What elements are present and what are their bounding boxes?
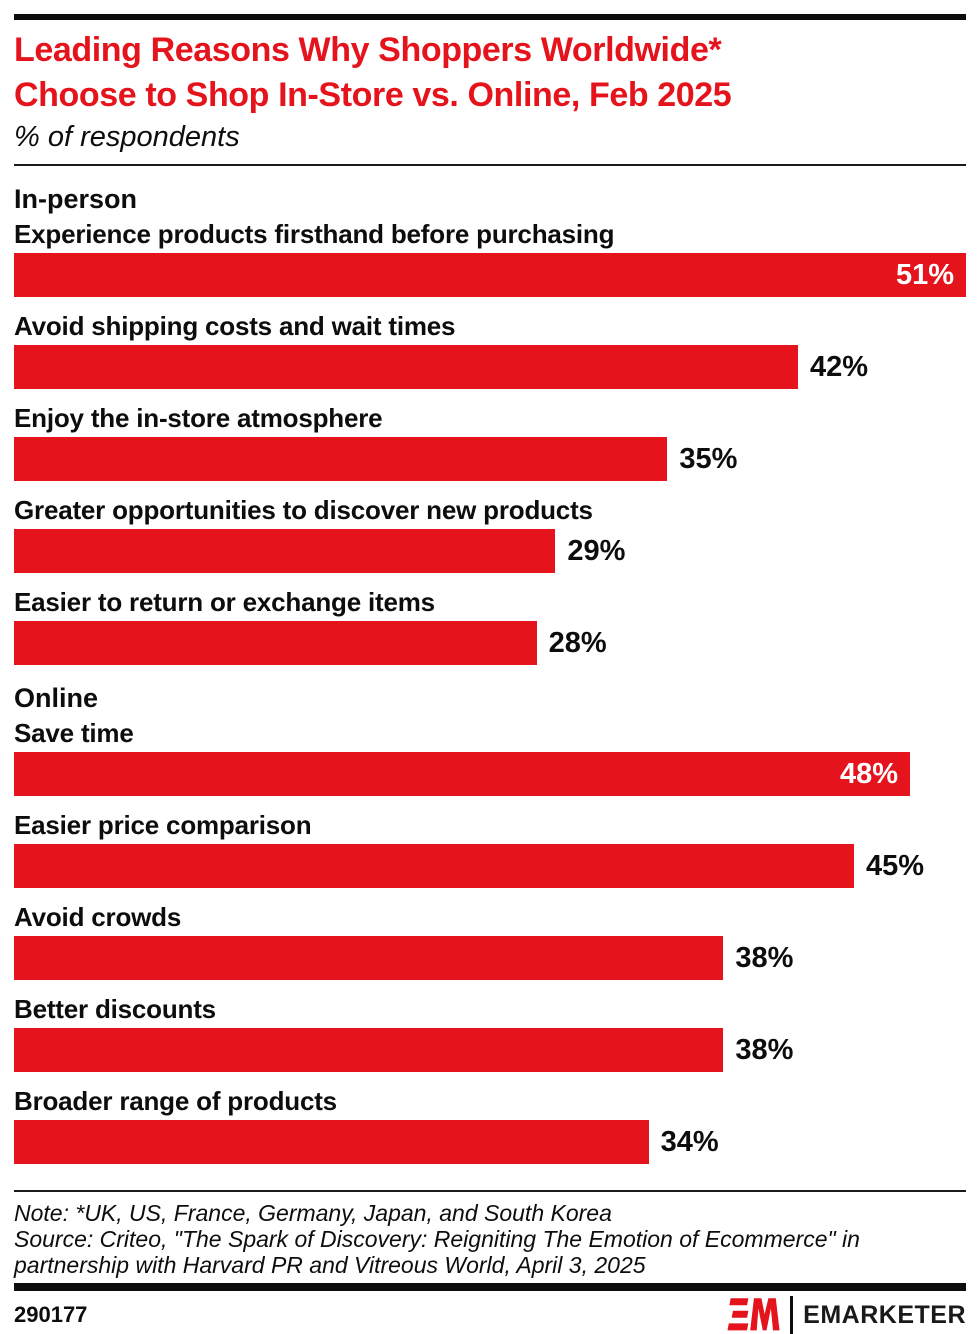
bar-category-label: Better discounts — [14, 994, 216, 1024]
bottom-rule — [14, 1283, 966, 1291]
bar-row: Greater opportunities to discover new pr… — [14, 494, 966, 573]
top-rule — [14, 14, 966, 20]
bar — [14, 345, 798, 389]
bar-category-label: Enjoy the in-store atmosphere — [14, 403, 383, 433]
chart-id: 290177 — [14, 1302, 88, 1327]
bar-row: Experience products firsthand before pur… — [14, 218, 966, 297]
footer-row: 290177 EMARKETER — [14, 1296, 966, 1334]
bar-category-label: Experience products firsthand before pur… — [14, 219, 615, 249]
bar-value-label: 51% — [895, 258, 954, 291]
source-line-1: Source: Criteo, "The Spark of Discovery:… — [14, 1226, 860, 1252]
section-title-online: Online — [14, 683, 99, 713]
logo-separator — [790, 1296, 794, 1334]
bar-category-label: Broader range of products — [14, 1086, 337, 1116]
page-subtitle: % of respondents — [14, 121, 240, 153]
bar-line: 35% — [14, 437, 966, 481]
bar-row: Avoid crowds 38% — [14, 901, 966, 980]
bar: 51% — [14, 253, 966, 297]
bar — [14, 621, 537, 665]
section-title-in-person: In-person — [14, 184, 138, 214]
bar-line: 38% — [14, 1028, 966, 1072]
bar-row: Better discounts 38% — [14, 993, 966, 1072]
bar-line: 34% — [14, 1120, 966, 1164]
emarketer-logo: EMARKETER — [726, 1296, 966, 1334]
bar — [14, 437, 668, 481]
bar-line: 45% — [14, 844, 966, 888]
bar: 48% — [14, 752, 910, 796]
bar-value-label: 38% — [735, 941, 794, 974]
bar-category-label: Greater opportunities to discover new pr… — [14, 495, 593, 525]
bar — [14, 844, 854, 888]
page-title-line-1: Leading Reasons Why Shoppers Worldwide* — [14, 31, 722, 69]
bar-line: 38% — [14, 936, 966, 980]
bar-category-label: Save time — [14, 718, 134, 748]
bar-line: 48% — [14, 752, 966, 796]
footer-divider — [14, 1190, 966, 1192]
bar-row: Easier to return or exchange items 28% — [14, 586, 966, 665]
bar-category-label: Easier price comparison — [14, 810, 312, 840]
notes-block: Note: *UK, US, France, Germany, Japan, a… — [14, 1200, 966, 1278]
page-title-line-2: Choose to Shop In-Store vs. Online, Feb … — [14, 76, 732, 114]
bar-value-label: 45% — [866, 849, 925, 882]
bar-row: Broader range of products 34% — [14, 1085, 966, 1164]
emarketer-mark-icon — [727, 1298, 780, 1331]
bar-category-label: Easier to return or exchange items — [14, 587, 435, 617]
bar-row: Easier price comparison 45% — [14, 809, 966, 888]
bar-value-label: 29% — [567, 534, 626, 567]
bar — [14, 1028, 724, 1072]
bar-value-label: 35% — [679, 442, 738, 475]
header-divider — [14, 164, 966, 166]
bar-row: Save time 48% — [14, 717, 966, 796]
page-title: Leading Reasons Why Shoppers Worldwide* … — [14, 28, 966, 118]
bar-row: Enjoy the in-store atmosphere 35% — [14, 402, 966, 481]
bar-value-label: 28% — [548, 626, 607, 659]
brand-wordmark: EMARKETER — [803, 1300, 966, 1329]
bar-line: 29% — [14, 529, 966, 573]
note-line: Note: *UK, US, France, Germany, Japan, a… — [14, 1200, 612, 1226]
bar-category-label: Avoid shipping costs and wait times — [14, 311, 456, 341]
bar-line: 51% — [14, 253, 966, 297]
bar-row: Avoid shipping costs and wait times 42% — [14, 310, 966, 389]
bar-value-label: 34% — [660, 1125, 719, 1158]
bar — [14, 936, 724, 980]
source-line-2: partnership with Harvard PR and Vitreous… — [14, 1252, 646, 1278]
bar — [14, 1120, 649, 1164]
bar-value-label: 38% — [735, 1033, 794, 1066]
bar-line: 28% — [14, 621, 966, 665]
bar-line: 42% — [14, 345, 966, 389]
bar-value-label: 48% — [839, 757, 898, 790]
bar-value-label: 42% — [810, 350, 869, 383]
bar — [14, 529, 556, 573]
bar-category-label: Avoid crowds — [14, 902, 182, 932]
